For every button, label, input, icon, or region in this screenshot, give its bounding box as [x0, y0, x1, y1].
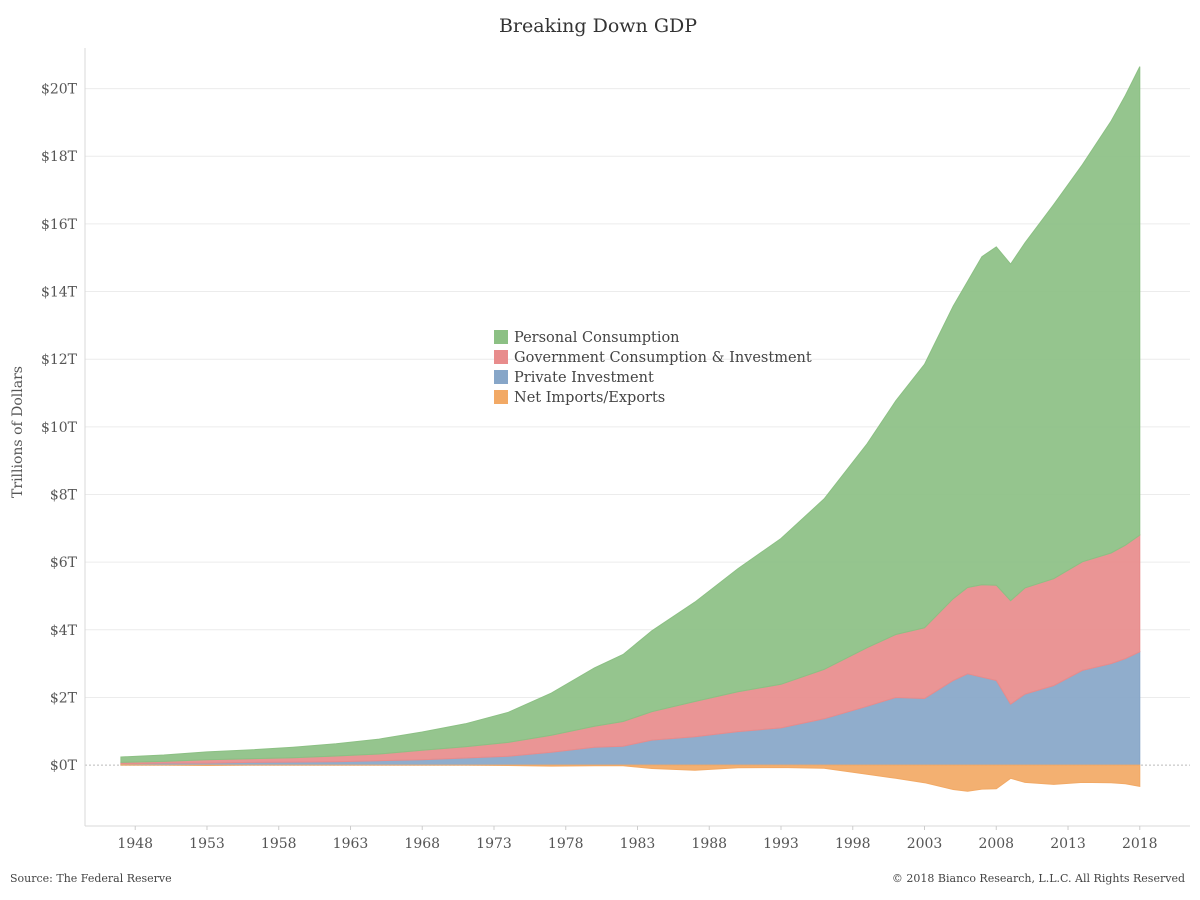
legend-swatch	[494, 330, 508, 344]
area-personal-consumption	[120, 66, 1141, 763]
x-tick-label: 2003	[907, 836, 943, 852]
y-tick-label: $16T	[41, 217, 78, 233]
x-tick-label: 1968	[404, 836, 440, 852]
source-note: Source: The Federal Reserve	[10, 872, 172, 885]
legend-swatch	[494, 390, 508, 404]
x-tick-label: 1953	[189, 836, 225, 852]
legend-label: Personal Consumption	[514, 330, 680, 346]
y-tick-label: $2T	[50, 690, 78, 706]
axes: $0T $2T $4T $6T $8T $10T $12T $14T $16T $18T $20T 1…	[41, 48, 1190, 852]
legend: Personal Consumption Government Consumpti…	[494, 330, 812, 406]
y-tick-label: $8T	[50, 488, 78, 504]
y-tick-label: $10T	[41, 420, 78, 436]
area-net-imports-exports	[120, 764, 1141, 792]
x-tick-label: 1983	[620, 836, 656, 852]
x-tick-label: 1988	[691, 836, 727, 852]
x-tick-label: 2018	[1122, 836, 1158, 852]
y-tick-label: $18T	[41, 149, 78, 165]
x-tick-label: 1993	[763, 836, 799, 852]
legend-swatch	[494, 350, 508, 364]
legend-label: Government Consumption & Investment	[514, 350, 812, 366]
x-tick-label: 2013	[1050, 836, 1086, 852]
y-tick-label: $0T	[50, 758, 78, 774]
grid-lines	[85, 88, 1190, 766]
x-tick-label: 1963	[333, 836, 369, 852]
y-tick-label: $14T	[41, 285, 78, 301]
legend-swatch	[494, 370, 508, 384]
x-tick-label: 1998	[835, 836, 871, 852]
y-tick-label: $6T	[50, 555, 78, 571]
legend-label: Private Investment	[514, 370, 654, 386]
area-series	[120, 66, 1141, 792]
x-tick-label: 1973	[476, 836, 512, 852]
y-tick-label: $4T	[50, 623, 78, 639]
x-tick-label: 1948	[117, 836, 153, 852]
x-tick-label: 2008	[978, 836, 1014, 852]
y-tick-label: $12T	[41, 352, 78, 368]
x-tick-label: 1958	[261, 836, 297, 852]
copyright-note: © 2018 Bianco Research, L.L.C. All Right…	[892, 872, 1185, 885]
x-tick-label: 1978	[548, 836, 584, 852]
y-tick-label: $20T	[41, 82, 78, 98]
chart-title: Breaking Down GDP	[499, 15, 697, 37]
y-axis-label: Trillions of Dollars	[10, 366, 26, 498]
legend-label: Net Imports/Exports	[514, 390, 665, 406]
